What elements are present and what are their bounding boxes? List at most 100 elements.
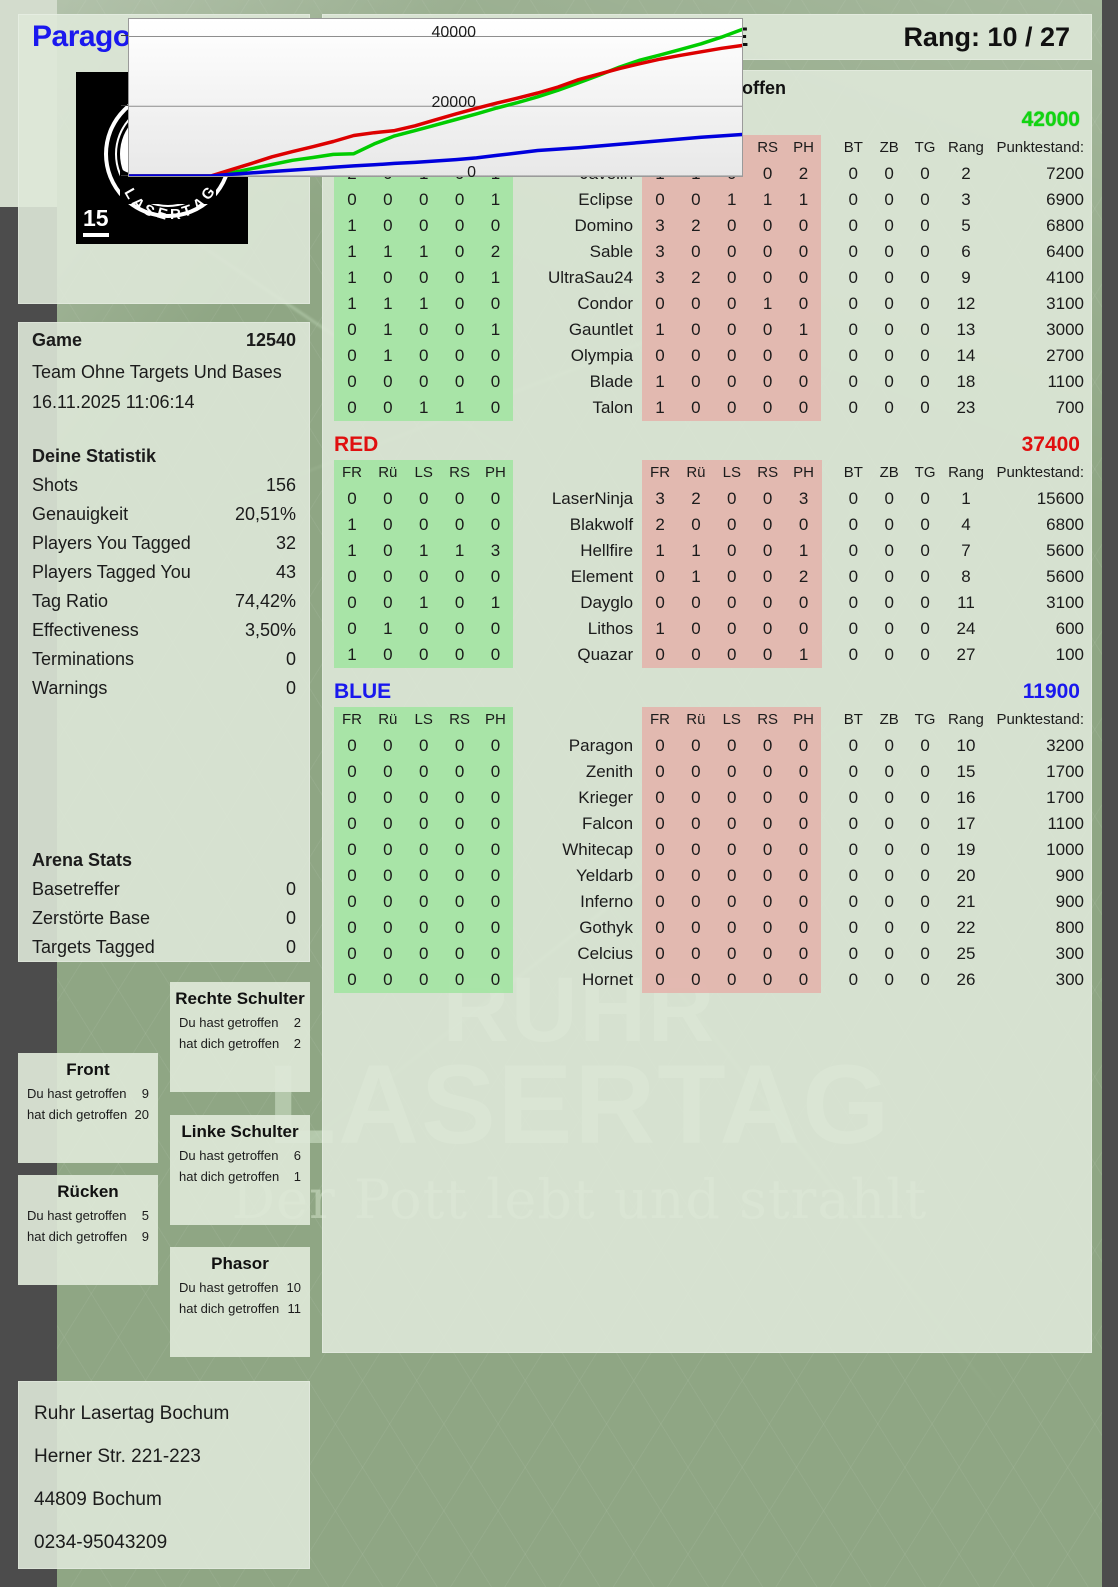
cell-them: 0 [749,317,786,343]
cell-them: 0 [749,343,786,369]
cell-zb: 0 [884,372,894,391]
cell-you: 0 [441,915,478,941]
cell-them: 1 [642,538,678,564]
cell-them: 0 [713,642,750,668]
table-row: 1 0 0 0 1 UltraSau24 3 2 0 0 0 0 0 0 9 4100 [334,265,1092,291]
table-row: 0 0 0 0 0 Yeldarb 0 0 0 0 0 0 0 0 20 900 [334,863,1092,889]
cell-score: 6900 [1046,190,1084,209]
cell-you: 0 [477,837,514,863]
col-header-them: LS [713,707,750,733]
cell-you: 0 [477,967,514,993]
cell-them: 0 [642,889,678,915]
cell-you: 0 [405,213,442,239]
cell-zb: 0 [884,762,894,781]
cell-score: 2700 [1046,346,1084,365]
col-header-extra: BT [843,139,863,156]
hit-zone-left-shoulder: Linke Schulter Du hast getroffen 6 hat dich… [170,1115,310,1225]
cell-you: 0 [405,369,442,395]
col-header-you: PH [477,707,514,733]
cell-you: 1 [369,343,406,369]
col-header-extra: BT [843,711,863,728]
cell-you: 0 [477,395,514,421]
cell-them: 3 [785,486,822,512]
cell-rang: 17 [956,814,976,833]
cell-rang: 8 [961,567,971,586]
cell-them: 1 [642,317,678,343]
cell-score: 3100 [1046,294,1084,313]
cell-you: 0 [334,564,370,590]
cell-you: 0 [369,967,406,993]
cell-you: 0 [441,759,478,785]
cell-tg: 0 [920,190,930,209]
zone-title: Rechte Schulter [175,989,305,1008]
cell-you: 0 [405,265,442,291]
stat-row: Players Tagged You 43 [32,562,296,583]
cell-them: 0 [677,889,714,915]
cell-them: 1 [677,538,714,564]
cell-you: 1 [369,616,406,642]
cell-them: 0 [677,395,714,421]
cell-you: 1 [477,590,514,616]
cell-score: 1100 [1047,814,1084,833]
cell-them: 0 [642,967,678,993]
cell-player-name: Paragon [568,736,634,755]
cell-player-name: Celcius [577,944,634,963]
cell-you: 0 [477,941,514,967]
cell-them: 0 [785,915,822,941]
cell-them: 0 [713,967,750,993]
col-header-you: FR [334,707,370,733]
zone-you-row: Du hast getroffen 2 [170,1009,310,1030]
col-header-them: RS [749,135,786,161]
hit-zone-phasor: Phasor Du hast getroffen 10 hat dich getrof… [170,1247,310,1357]
cell-gap [821,915,835,941]
stat-row: Terminations 0 [32,649,296,670]
cell-player-name: Krieger [578,788,634,807]
cell-bt: 0 [848,346,859,365]
cell-tg: 0 [920,372,930,391]
cell-you: 0 [441,889,478,915]
cell-them: 0 [713,590,750,616]
address-line: Ruhr Lasertag Bochum [34,1403,230,1424]
cell-you: 0 [477,889,514,915]
cell-score: 800 [1055,918,1084,937]
cell-rang: 3 [961,190,971,209]
cell-you: 0 [441,811,478,837]
cell-gap [821,187,835,213]
stat-value: 74,42% [234,591,296,611]
col-header-extra: Rang [948,139,984,156]
zone-you-label: Du hast getroffen [27,1086,127,1101]
cell-rang: 5 [961,216,971,235]
cell-you: 0 [441,616,478,642]
cell-tg: 0 [920,294,930,313]
svg-text:E: E [155,205,169,224]
cell-player-name: Condor [577,294,634,313]
zone-you-label: Du hast getroffen [27,1208,127,1223]
cell-you: 0 [405,915,442,941]
cell-them: 0 [749,642,786,668]
cell-you: 0 [369,837,406,863]
cell-bt: 0 [848,515,859,534]
cell-score: 1100 [1047,372,1084,391]
cell-rang: 27 [956,645,976,664]
cell-tg: 0 [920,268,930,287]
col-header-them: Rü [677,707,714,733]
chart-y-tick-mark [121,35,128,37]
cell-zb: 0 [884,619,894,638]
cell-you: 1 [334,538,370,564]
zone-you-label: Du hast getroffen [179,1280,279,1295]
cell-you: 1 [477,265,514,291]
zone-them-row: hat dich getroffen 11 [170,1295,310,1316]
cell-them: 0 [677,343,714,369]
cell-them: 0 [642,759,678,785]
cell-you: 0 [334,590,370,616]
cell-you: 0 [441,239,478,265]
cell-you: 0 [369,733,406,759]
cell-gap [821,941,835,967]
cell-them: 0 [713,564,750,590]
cell-gap [821,785,835,811]
stat-value: 43 [275,562,296,582]
cell-them: 0 [785,213,822,239]
cell-rang: 21 [956,892,976,911]
cell-them: 0 [642,642,678,668]
